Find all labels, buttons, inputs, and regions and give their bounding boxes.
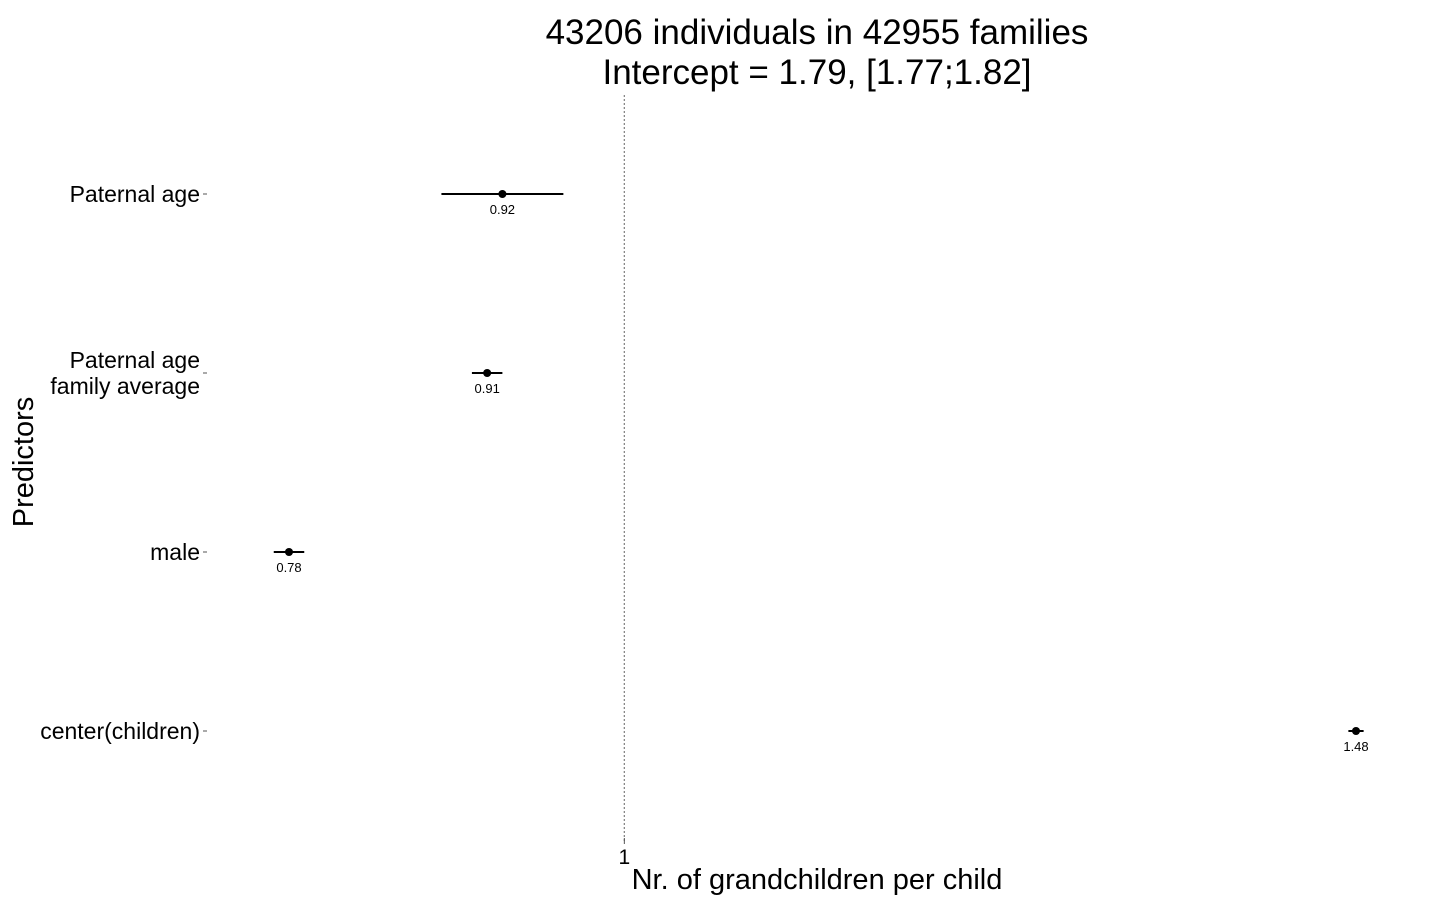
chart-title-line-2: Intercept = 1.79, [1.77;1.82] (602, 53, 1031, 92)
predictor-label-line: family average (50, 373, 200, 399)
estimate-point (498, 190, 507, 198)
predictor-label-line: Paternal age (70, 347, 200, 373)
predictor-label: Paternal age family average (50, 347, 200, 399)
estimate-label: 0.78 (276, 560, 301, 575)
estimate-label: 0.92 (490, 202, 515, 217)
predictor-label-line: male (150, 539, 200, 565)
predictor-row: male 0.78 (150, 539, 305, 575)
estimate-label: 1.48 (1343, 739, 1368, 754)
predictor-label: male (150, 539, 200, 565)
estimate-label: 0.91 (475, 381, 500, 396)
predictor-row: center(children) 1.48 (40, 718, 1368, 754)
predictor-label: Paternal age (70, 181, 200, 207)
predictor-label: center(children) (40, 718, 200, 744)
chart-title-line-1: 43206 individuals in 42955 families (546, 13, 1089, 52)
x-axis-title: Nr. of grandchildren per child (632, 864, 1003, 896)
x-axis: 1 (618, 838, 630, 869)
estimate-point (285, 548, 293, 556)
predictor-row: Paternal age family average 0.91 (50, 347, 503, 399)
estimate-point (1352, 727, 1360, 735)
predictor-label-line: Paternal age (70, 181, 200, 207)
predictor-label-line: center(children) (40, 718, 200, 744)
estimate-point (483, 369, 492, 377)
y-axis-title: Predictors (8, 397, 40, 528)
predictor-row: Paternal age 0.92 (70, 181, 564, 217)
x-tick-label: 1 (618, 846, 630, 869)
